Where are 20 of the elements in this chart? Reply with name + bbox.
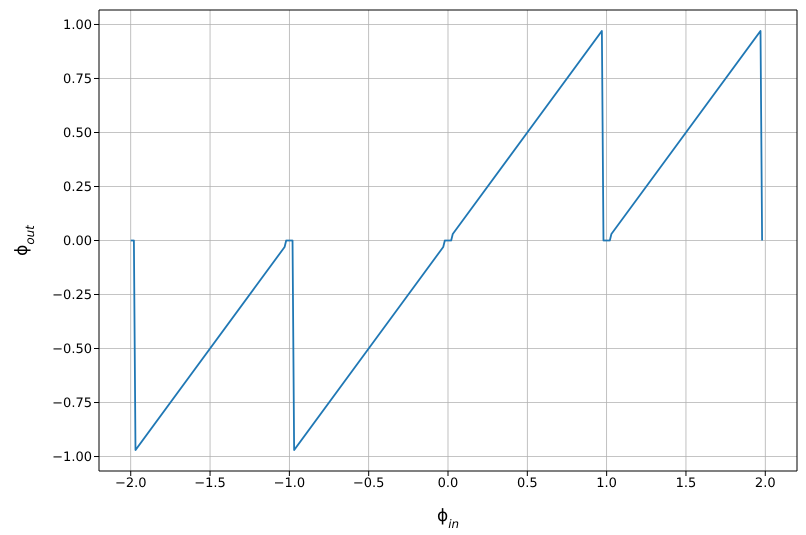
y-tick-label: −0.50 (52, 342, 92, 358)
x-axis-title: ϕ$_{in}$ (436, 506, 460, 531)
x-tick-label: 1.5 (676, 476, 696, 492)
y-tick-label: −0.75 (52, 396, 92, 412)
x-tick-label: −0.5 (352, 476, 384, 492)
x-tick-label: 2.0 (754, 476, 776, 492)
y-tick-label: 0.75 (63, 72, 92, 88)
line-series (130, 30, 763, 451)
x-tick-label: 0.5 (516, 476, 538, 492)
x-tick-label: −2.0 (114, 476, 147, 492)
x-tick-label: −1.5 (194, 476, 226, 492)
x-tick-label: 1.0 (596, 476, 617, 492)
y-tick-label: 0.25 (63, 180, 92, 196)
x-tick-label: −1.0 (274, 476, 306, 492)
y-tick-label: 0.50 (63, 126, 92, 142)
y-tick-label: −0.25 (52, 288, 92, 304)
y-tick-label: 1.00 (63, 18, 92, 34)
y-tick-label: 0.00 (63, 234, 92, 250)
x-tick-label: 0.0 (438, 476, 458, 492)
y-tick-label: −1.00 (52, 450, 92, 466)
